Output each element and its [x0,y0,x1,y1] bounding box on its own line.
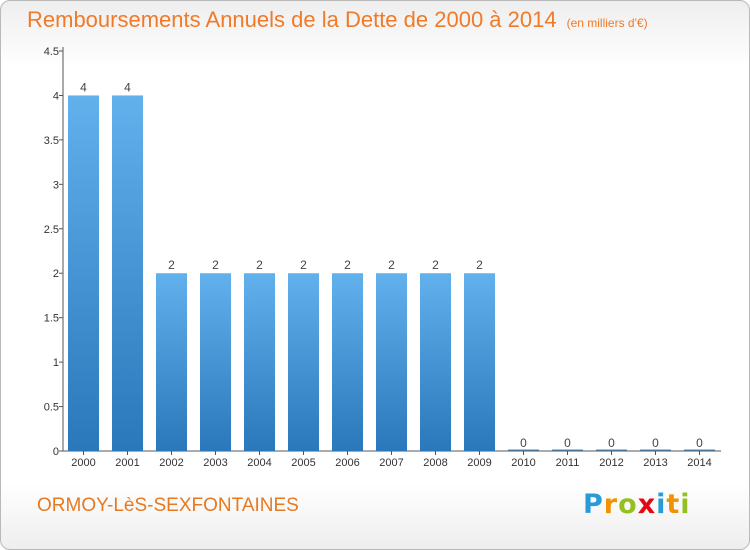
x-tick-label: 2009 [467,457,491,469]
data-label: 2 [476,258,483,272]
bar [464,273,495,451]
bar [112,95,143,451]
data-label: 0 [520,436,527,450]
x-tick-label: 2002 [159,457,183,469]
y-tick-label: 0 [53,446,59,458]
bar [156,273,187,451]
y-tick-label: 3 [53,179,59,191]
x-tick-label: 2011 [556,457,580,469]
y-tick-label: 2 [53,268,59,280]
logo-letter: i [680,489,691,520]
bar [332,273,363,451]
x-tick-label: 2006 [335,457,359,469]
x-tick-label: 2003 [203,457,227,469]
x-tick-label: 2013 [643,457,667,469]
chart-title-text: Remboursements Annuels de la Dette de 20… [27,7,557,32]
y-tick-label: 3.5 [44,135,59,147]
x-tick-label: 2001 [115,457,139,469]
logo-letter: r [603,489,619,520]
logo-letter: x [637,489,657,520]
bar [68,95,99,451]
chart-unit: (en milliers d'€) [566,16,648,30]
data-label: 2 [212,258,219,272]
y-tick-label: 4 [53,90,59,102]
x-tick-label: 2008 [423,457,447,469]
bar [200,273,231,451]
logo-letter: P [583,489,604,520]
y-tick-label: 4.5 [44,46,59,58]
x-tick-label: 2005 [291,457,315,469]
logo-letter: t [666,489,681,520]
logo-letter: o [618,489,638,520]
chart-title: Remboursements Annuels de la Dette de 20… [27,7,648,33]
data-label: 2 [432,258,439,272]
chart-bars [68,95,715,451]
data-label: 0 [652,436,659,450]
data-label: 0 [564,436,571,450]
data-label: 0 [696,436,703,450]
x-tick-label: 2000 [71,457,95,469]
data-label: 4 [124,80,131,94]
x-tick-label: 2007 [379,457,403,469]
commune-name: ORMOY-LèS-SEXFONTAINES [37,495,299,516]
chart-labels: 2000420014200222003220042200522006220072… [71,80,711,469]
x-tick-label: 2010 [511,457,535,469]
logo-letter: i [656,489,667,520]
x-tick-label: 2014 [687,457,711,469]
y-tick-label: 1.5 [44,313,59,325]
bar [420,273,451,451]
data-label: 2 [256,258,263,272]
y-tick-label: 2.5 [44,224,59,236]
bar [244,273,275,451]
x-tick-label: 2004 [247,457,271,469]
data-label: 2 [300,258,307,272]
proxiti-logo: Proxiti [583,489,691,520]
data-label: 0 [608,436,615,450]
data-label: 2 [388,258,395,272]
data-label: 2 [168,258,175,272]
y-tick-label: 0.5 [44,402,59,414]
x-tick-label: 2012 [599,457,623,469]
data-label: 4 [80,80,87,94]
bar [376,273,407,451]
bar [288,273,319,451]
y-tick-label: 1 [53,357,59,369]
data-label: 2 [344,258,351,272]
